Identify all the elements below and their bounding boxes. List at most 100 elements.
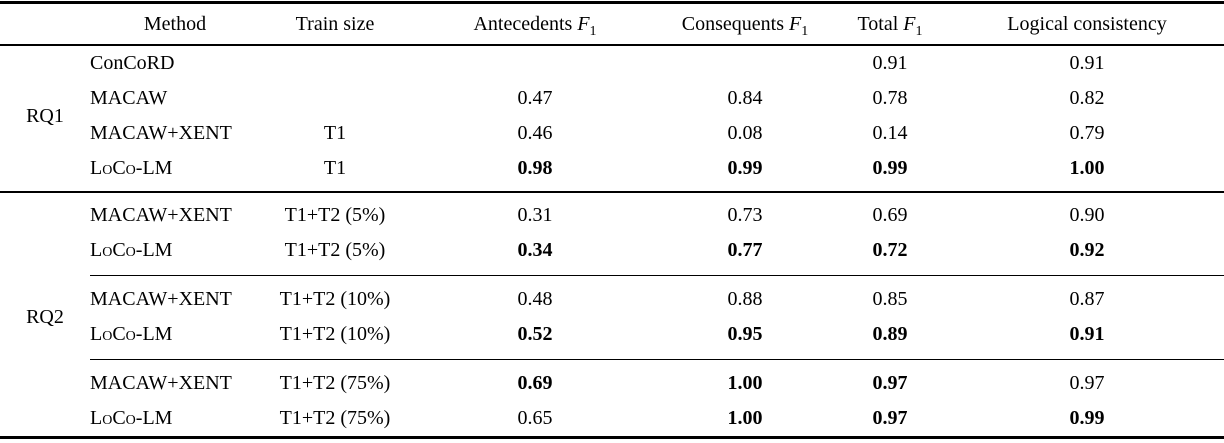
f1-symbol: F	[903, 12, 916, 35]
table-header: Method Train size Antecedents F1 Consequent…	[0, 2, 1224, 46]
cell-antecedents-f1: 0.31	[517, 204, 553, 226]
table-row: MACAW 0.47 0.84 0.78 0.82	[0, 81, 1224, 116]
f1-subscript: 1	[589, 23, 597, 39]
table-body: RQ1 ConCoRD 0.91 0.91 MACAW 0.47 0.84 0.78 0.82 M…	[0, 45, 1224, 438]
cell-antecedents-f1: 0.48	[517, 288, 553, 310]
cell-train-size: T1+T2 (75%)	[279, 407, 391, 429]
cell-method: LoCo-LM	[90, 407, 173, 429]
cell-consequents-f1: 0.88	[727, 288, 763, 310]
column-header-label: Consequents	[681, 12, 784, 35]
column-header-antecedents-f1: Antecedents F1	[410, 2, 660, 46]
block-separator-cell	[90, 352, 1224, 366]
cell-antecedents-f1: 0.46	[517, 122, 553, 144]
cell-method: ConCoRD	[90, 52, 175, 74]
cell-antecedents-f1	[410, 45, 660, 81]
cell-train-size: T1+T2 (10%)	[279, 288, 391, 310]
column-header-label: Antecedents	[473, 12, 573, 35]
table-row: MACAW+XENT T1+T2 (10%) 0.48 0.88 0.85 0.87	[0, 282, 1224, 317]
section-separator-cell	[0, 186, 1224, 198]
cell-consequents-f1: 1.00	[727, 407, 763, 429]
cell-train-size: T1+T2 (10%)	[279, 323, 391, 345]
cell-total-f1: 0.99	[872, 157, 908, 179]
cell-consequents-f1	[660, 45, 830, 81]
cell-total-f1: 0.14	[872, 122, 908, 144]
table-row: RQ1 ConCoRD 0.91 0.91	[0, 45, 1224, 127]
column-header-label: Train size	[295, 12, 375, 35]
cell-consequents-f1: 0.95	[727, 323, 763, 345]
cell-consequents-f1: 0.99	[727, 157, 763, 179]
f1-subscript: 1	[801, 23, 809, 39]
table-row: LoCo-LM T1+T2 (10%) 0.52 0.95 0.89 0.91	[0, 317, 1224, 352]
cell-train-size: T1+T2 (5%)	[284, 239, 386, 261]
cell-total-f1: 0.85	[872, 288, 908, 310]
column-header-label: Method	[143, 12, 207, 35]
cell-total-f1: 0.91	[872, 52, 908, 74]
cell-train-size: T1+T2 (75%)	[279, 372, 391, 394]
cell-method: MACAW	[90, 87, 168, 109]
cell-logical-consistency: 0.91	[1069, 323, 1105, 345]
cell-antecedents-f1: 0.69	[517, 372, 553, 394]
table-row: RQ2 MACAW+XENT T1+T2 (5%) 0.31 0.73 0.69 0.90	[0, 198, 1224, 328]
cell-train-size	[260, 81, 410, 116]
block-separator	[0, 268, 1224, 282]
cell-consequents-f1: 0.73	[727, 204, 763, 226]
cell-method: LoCo-LM	[90, 323, 173, 345]
cell-logical-consistency: 0.99	[1069, 407, 1105, 429]
column-header-logical-consistency: Logical consistency	[950, 2, 1224, 46]
cell-consequents-f1: 0.84	[727, 87, 763, 109]
horizontal-rule	[90, 358, 1224, 360]
column-header-rq	[0, 2, 90, 46]
cell-antecedents-f1: 0.34	[517, 239, 553, 261]
header-row: Method Train size Antecedents F1 Consequent…	[0, 2, 1224, 46]
block-separator	[0, 352, 1224, 366]
f1-symbol: F	[577, 12, 590, 35]
f1-symbol: F	[789, 12, 802, 35]
cell-method: MACAW+XENT	[90, 372, 232, 394]
cell-method: MACAW+XENT	[90, 122, 232, 144]
table-row: MACAW+XENT T1 0.46 0.08 0.14 0.79	[0, 116, 1224, 151]
cell-total-f1: 0.89	[872, 323, 908, 345]
cell-logical-consistency: 0.97	[1069, 372, 1105, 394]
column-header-consequents-f1: Consequents F1	[660, 2, 830, 46]
cell-antecedents-f1: 0.47	[517, 87, 553, 109]
cell-method: MACAW+XENT	[90, 288, 232, 310]
cell-logical-consistency: 1.00	[1069, 157, 1105, 179]
table-row: MACAW+XENT T1+T2 (75%) 0.69 1.00 0.97 0.97	[0, 366, 1224, 401]
cell-total-f1: 0.97	[872, 372, 908, 394]
cell-method: LoCo-LM	[90, 157, 173, 179]
cell-total-f1: 0.72	[872, 239, 908, 261]
cell-consequents-f1: 0.77	[727, 239, 763, 261]
table-row: LoCo-LM T1 0.98 0.99 0.99 1.00	[0, 151, 1224, 186]
horizontal-rule	[90, 274, 1224, 276]
column-header-method: Method	[90, 2, 260, 46]
cell-logical-consistency: 0.92	[1069, 239, 1105, 261]
cell-method: LoCo-LM	[90, 239, 173, 261]
column-header-train-size: Train size	[260, 2, 410, 46]
cell-logical-consistency: 0.87	[1069, 288, 1105, 310]
cell-train-size: T1	[323, 122, 347, 144]
table-row: LoCo-LM T1+T2 (75%) 0.65 1.00 0.97 0.99	[0, 401, 1224, 438]
cell-logical-consistency: 0.79	[1069, 122, 1105, 144]
cell-total-f1: 0.78	[872, 87, 908, 109]
column-header-label: Total	[857, 12, 899, 35]
table-row: LoCo-LM T1+T2 (5%) 0.34 0.77 0.72 0.92	[0, 233, 1224, 268]
cell-train-size: T1	[323, 157, 347, 179]
cell-logical-consistency: 0.82	[1069, 87, 1105, 109]
cell-antecedents-f1: 0.52	[517, 323, 553, 345]
block-separator-cell	[90, 268, 1224, 282]
cell-antecedents-f1: 0.65	[517, 407, 553, 429]
row-group-label: RQ2	[26, 305, 64, 328]
cell-consequents-f1: 1.00	[727, 372, 763, 394]
f1-subscript: 1	[915, 23, 923, 39]
cell-antecedents-f1: 0.98	[517, 157, 553, 179]
cell-consequents-f1: 0.08	[727, 122, 763, 144]
cell-total-f1: 0.97	[872, 407, 908, 429]
cell-train-size: T1+T2 (5%)	[284, 204, 386, 226]
cell-total-f1: 0.69	[872, 204, 908, 226]
column-header-label: Logical consistency	[1007, 12, 1167, 35]
cell-logical-consistency: 0.90	[1069, 204, 1105, 226]
cell-logical-consistency: 0.91	[1069, 52, 1105, 74]
section-separator	[0, 186, 1224, 198]
